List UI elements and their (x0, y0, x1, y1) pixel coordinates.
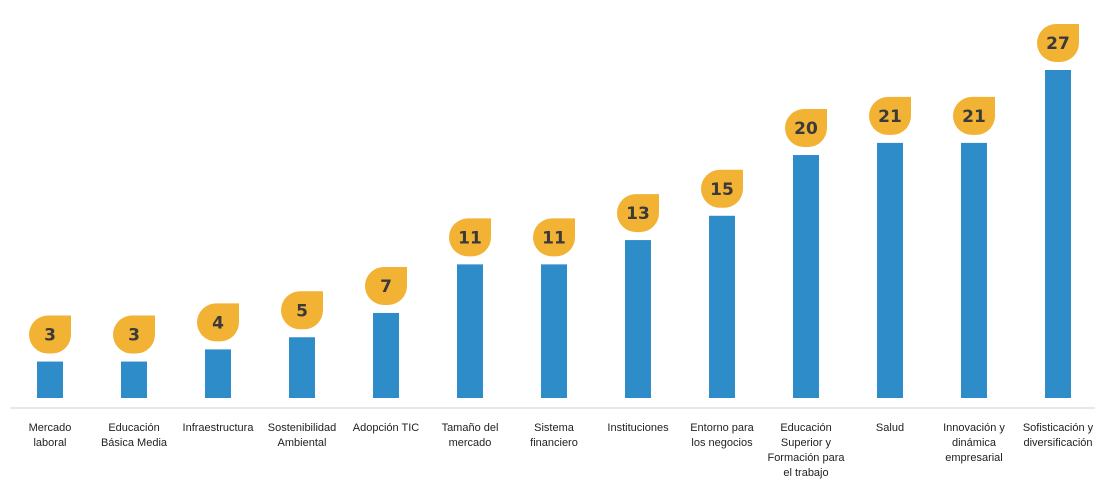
data-label: 4 (212, 313, 224, 333)
bar (373, 312, 399, 398)
category-label: Infraestructura (183, 422, 255, 434)
data-label: 21 (962, 107, 986, 127)
bars (37, 70, 1071, 398)
data-label: 7 (380, 277, 392, 297)
bar (961, 142, 987, 398)
category-label: Educación Superior y Formación para el trab… (767, 422, 845, 479)
value-badge (365, 266, 407, 305)
value-badge (197, 303, 239, 342)
bar (625, 240, 651, 398)
value-badge (785, 109, 827, 148)
value-badge (449, 218, 491, 257)
category-label: Educación Básica Media (101, 422, 168, 449)
category-label: Salud (876, 422, 904, 434)
value-badge (29, 315, 71, 354)
bar (709, 215, 735, 398)
category-label: Entorno para los negocios (690, 422, 754, 449)
value-badge (533, 218, 575, 257)
data-label: 27 (1046, 34, 1070, 54)
bar (1045, 70, 1071, 398)
data-label: 11 (542, 228, 566, 248)
data-label: 15 (710, 180, 734, 200)
value-badge (113, 315, 155, 354)
value-badge (281, 291, 323, 330)
data-label: 13 (626, 204, 650, 224)
bar (457, 264, 483, 398)
data-label: 3 (128, 326, 140, 346)
bar (289, 337, 315, 398)
data-label: 20 (794, 119, 818, 139)
value-badges: 3 3 4 5 7 11 11 13 15 20 21 21 27 (29, 24, 1079, 354)
category-label: Adopción TIC (353, 422, 420, 434)
value-badge (701, 169, 743, 208)
category-label: Sistema financiero (530, 422, 578, 449)
data-label: 11 (458, 228, 482, 248)
bar (877, 142, 903, 398)
value-badge (869, 96, 911, 135)
category-label: Sostenibilidad Ambiental (268, 422, 337, 449)
data-label: 3 (44, 326, 56, 346)
value-badge (953, 96, 995, 135)
bar (121, 361, 147, 398)
value-badge (617, 194, 659, 233)
category-label: Mercado laboral (29, 422, 72, 449)
data-label: 21 (878, 107, 902, 127)
category-label: Innovación y dinámica empresarial (943, 422, 1005, 464)
category-labels: Mercado laboral Educación Básica Media Infra… (29, 422, 1094, 479)
category-label: Instituciones (607, 422, 669, 434)
value-badge (1037, 24, 1079, 62)
category-label: Sofisticación y diversificación (1023, 422, 1094, 449)
bar (793, 155, 819, 398)
bar (541, 264, 567, 398)
bar (37, 361, 63, 398)
category-label: Tamaño del mercado (442, 422, 499, 449)
bar (205, 349, 231, 398)
data-label: 5 (296, 301, 308, 321)
